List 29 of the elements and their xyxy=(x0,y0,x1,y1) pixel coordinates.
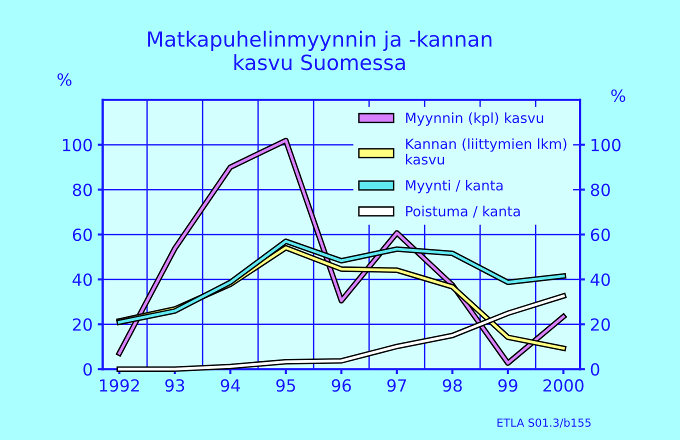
x-tick-label: 98 xyxy=(442,379,462,392)
y-tick-label: 100 xyxy=(62,138,92,152)
y2-tick-label: 0 xyxy=(590,363,600,376)
legend-label: Kannan (liittymien lkm) kasvu xyxy=(406,138,566,165)
x-tick-label: 94 xyxy=(220,379,240,392)
x-tick-label: 97 xyxy=(387,379,406,392)
y-axis-title: % xyxy=(57,73,72,86)
x-tick-label: 95 xyxy=(276,379,295,392)
x-tick-label: 1992 xyxy=(100,379,139,392)
y2-axis-title: % xyxy=(611,89,626,102)
y2-tick-label: 20 xyxy=(590,318,610,331)
y2-tick-label: 40 xyxy=(590,273,610,286)
x-tick-label: 96 xyxy=(332,379,351,392)
y2-tick-label: 80 xyxy=(590,184,610,196)
text: ETLA S01.3/b155 xyxy=(498,418,591,428)
y-tick-label: 80 xyxy=(72,184,92,196)
chart-title: Matkapuhelinmyynnin ja -kannan kasvu Suomessa xyxy=(148,30,492,70)
x-tick-label: 93 xyxy=(165,379,184,392)
y-tick-label: 60 xyxy=(72,228,92,242)
x-tick-label: 99 xyxy=(498,379,518,392)
y-tick-label: 20 xyxy=(72,318,92,331)
legend-label: Myynti / kanta xyxy=(406,180,503,194)
y-tick-label: 40 xyxy=(72,273,92,286)
y2-tick-label: 60 xyxy=(590,228,610,242)
legend-label: Myynnin (kpl) kasvu xyxy=(406,112,544,126)
legend-label: Poistuma / kanta xyxy=(406,206,520,218)
y-tick-label: 0 xyxy=(83,363,92,376)
x-tick-label: 2000 xyxy=(543,379,584,392)
y2-tick-label: 100 xyxy=(592,138,620,152)
